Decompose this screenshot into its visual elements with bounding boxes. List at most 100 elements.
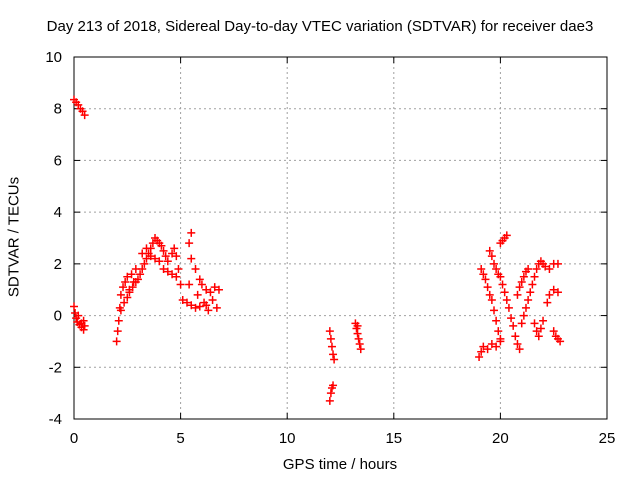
data-point	[507, 314, 516, 323]
y-tick-label: 0	[54, 308, 62, 325]
data-point	[475, 352, 484, 361]
plot-frame	[73, 56, 608, 420]
data-point	[80, 321, 89, 330]
data-point	[485, 290, 494, 299]
tick-labels: 0 5 10 15 20 25 -4 -2 0 2 4 6 8 10	[45, 49, 615, 447]
data-point	[479, 342, 488, 351]
data-point	[159, 246, 168, 255]
data-point	[74, 311, 83, 320]
data-point	[524, 296, 533, 305]
data-point	[128, 283, 137, 292]
data-point	[214, 285, 223, 294]
data-point	[534, 332, 543, 341]
data-point	[515, 283, 524, 292]
data-point	[545, 290, 554, 299]
data-point	[517, 277, 526, 286]
data-point	[113, 327, 122, 336]
data-point	[496, 272, 505, 281]
data-point	[513, 290, 522, 299]
y-tick-label: 2	[54, 256, 62, 273]
data-point	[116, 290, 125, 299]
data-point	[79, 325, 88, 334]
data-point	[329, 381, 338, 390]
data-point	[187, 228, 196, 237]
data-point	[168, 249, 177, 258]
data-point	[355, 340, 364, 349]
data-point	[136, 270, 145, 279]
data-point	[517, 319, 526, 328]
data-point	[125, 288, 134, 297]
data-point	[481, 275, 490, 284]
data-point	[483, 345, 492, 354]
data-point	[553, 288, 562, 297]
data-point	[500, 288, 509, 297]
data-point	[553, 259, 562, 268]
x-tick-label: 15	[385, 430, 402, 447]
data-point	[112, 337, 121, 346]
data-point	[483, 283, 492, 292]
data-point	[528, 280, 537, 289]
data-point	[185, 239, 194, 248]
data-point	[490, 259, 499, 268]
data-point	[138, 265, 147, 274]
data-point	[521, 303, 530, 312]
x-tick-label: 0	[70, 430, 78, 447]
data-point	[496, 334, 505, 343]
data-point	[187, 254, 196, 263]
data-point	[356, 345, 365, 354]
data-point	[545, 265, 554, 274]
data-point	[479, 270, 488, 279]
data-point	[121, 277, 130, 286]
data-point	[492, 316, 501, 325]
data-point	[174, 265, 183, 274]
data-point	[127, 270, 136, 279]
data-point	[138, 249, 147, 258]
data-point	[142, 254, 151, 263]
data-point	[530, 319, 539, 328]
data-point	[193, 290, 202, 299]
data-point	[519, 311, 528, 320]
data-point	[178, 296, 187, 305]
data-point	[172, 272, 181, 281]
data-point	[142, 244, 151, 253]
data-point	[536, 324, 545, 333]
data-point	[543, 298, 552, 307]
data-point	[498, 280, 507, 289]
data-point	[327, 342, 336, 351]
data-point	[168, 270, 177, 279]
data-point	[187, 301, 196, 310]
data-point	[210, 283, 219, 292]
grid-lines	[74, 57, 607, 419]
data-point	[519, 272, 528, 281]
data-point	[513, 340, 522, 349]
data-point	[195, 302, 204, 311]
data-point	[202, 285, 211, 294]
data-point	[492, 265, 501, 274]
data-point	[353, 329, 362, 338]
data-point	[532, 265, 541, 274]
data-point	[119, 283, 128, 292]
data-point	[140, 259, 149, 268]
data-point	[202, 301, 211, 310]
data-point	[330, 355, 339, 364]
data-point	[477, 347, 486, 356]
tick-marks	[73, 56, 608, 420]
data-point	[172, 252, 181, 261]
data-point	[146, 252, 155, 261]
data-point	[556, 337, 565, 346]
data-point	[155, 257, 164, 266]
data-point	[549, 327, 558, 336]
data-point	[212, 303, 221, 312]
data-point	[123, 272, 132, 281]
chart-title: Day 213 of 2018, Sidereal Day-to-day VTE…	[46, 18, 594, 35]
x-tick-label: 25	[599, 430, 616, 447]
data-point	[326, 334, 335, 343]
data-point	[191, 265, 200, 274]
data-point	[524, 265, 533, 274]
y-tick-label: 4	[54, 204, 62, 221]
data-point	[532, 327, 541, 336]
y-tick-label: 10	[45, 49, 62, 66]
data-point	[490, 306, 499, 315]
data-point	[191, 303, 200, 312]
